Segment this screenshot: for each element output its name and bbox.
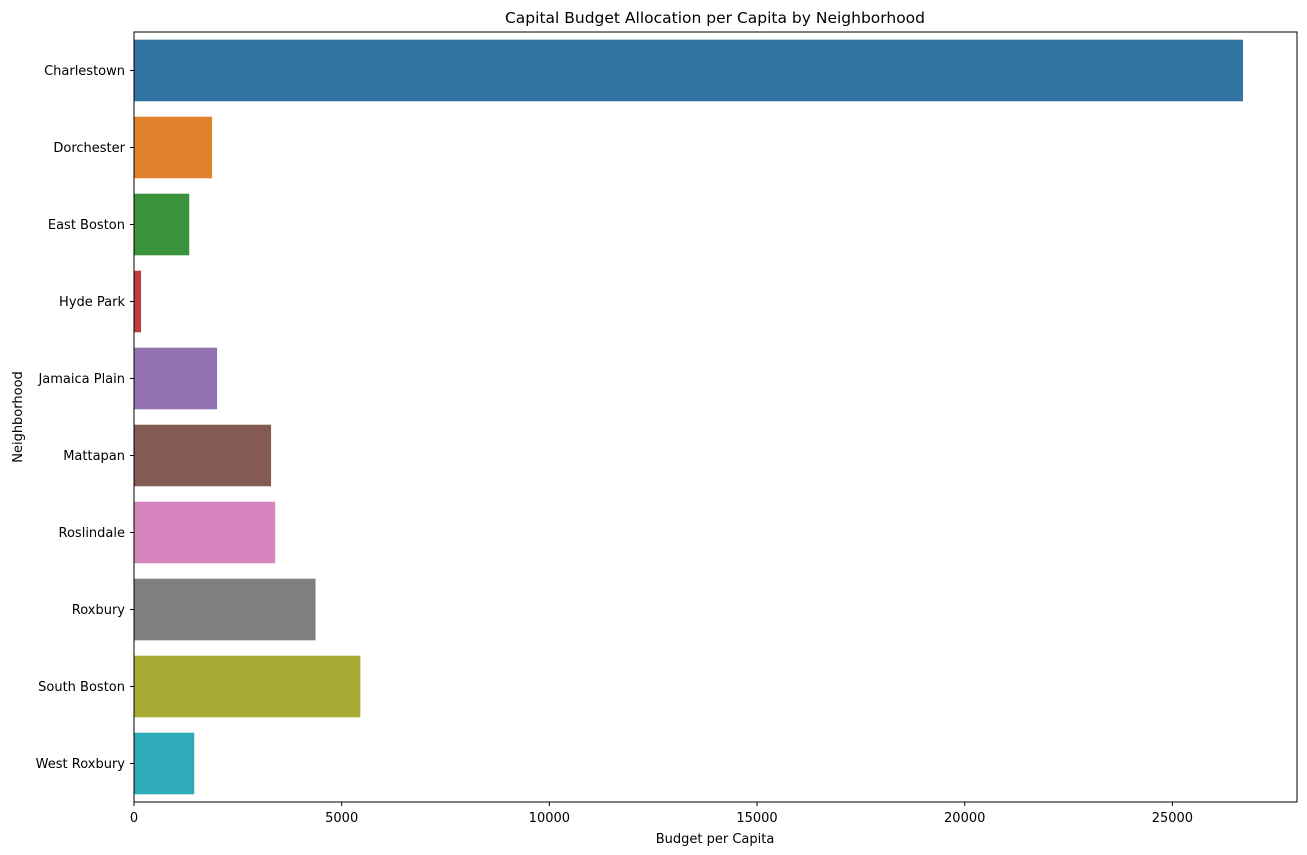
bar-dorchester xyxy=(134,116,213,179)
bar-hyde-park xyxy=(134,270,142,333)
y-tick-label: East Boston xyxy=(48,218,125,233)
bar-charlestown xyxy=(134,39,1244,102)
bar-jamaica-plain xyxy=(134,347,218,410)
bar-south-boston xyxy=(134,655,361,718)
y-tick-label: Jamaica Plain xyxy=(37,372,125,387)
x-tick-label: 5000 xyxy=(325,811,358,826)
y-tick-label: Mattapan xyxy=(63,449,125,464)
chart-title: Capital Budget Allocation per Capita by … xyxy=(505,9,925,27)
bar-mattapan xyxy=(134,424,272,487)
x-axis-ticks: 0 5000 10000 15000 20000 25000 xyxy=(130,802,1193,826)
x-tick-label: 15000 xyxy=(736,811,777,826)
bar-west-roxbury xyxy=(134,732,195,795)
y-tick-label: Charlestown xyxy=(44,64,125,79)
y-tick-label: Roxbury xyxy=(72,603,126,618)
y-tick-label: Roslindale xyxy=(59,526,125,541)
y-tick-label: South Boston xyxy=(38,680,125,695)
y-tick-label: Hyde Park xyxy=(59,295,125,310)
y-axis-ticks: Charlestown Dorchester East Boston Hyde Par… xyxy=(36,64,134,772)
y-axis-label: Neighborhood xyxy=(11,371,26,463)
bar-roxbury xyxy=(134,578,316,641)
x-tick-label: 25000 xyxy=(1152,811,1193,826)
y-tick-label: Dorchester xyxy=(53,141,125,156)
x-axis-label: Budget per Capita xyxy=(656,832,775,847)
x-tick-label: 10000 xyxy=(529,811,570,826)
bar-east-boston xyxy=(134,193,190,256)
y-tick-label: West Roxbury xyxy=(36,757,126,772)
x-tick-label: 20000 xyxy=(944,811,985,826)
plot-frame xyxy=(133,31,1298,803)
bars-group xyxy=(134,39,1244,795)
bar-roslindale xyxy=(134,501,276,564)
x-tick-label: 0 xyxy=(130,811,138,826)
